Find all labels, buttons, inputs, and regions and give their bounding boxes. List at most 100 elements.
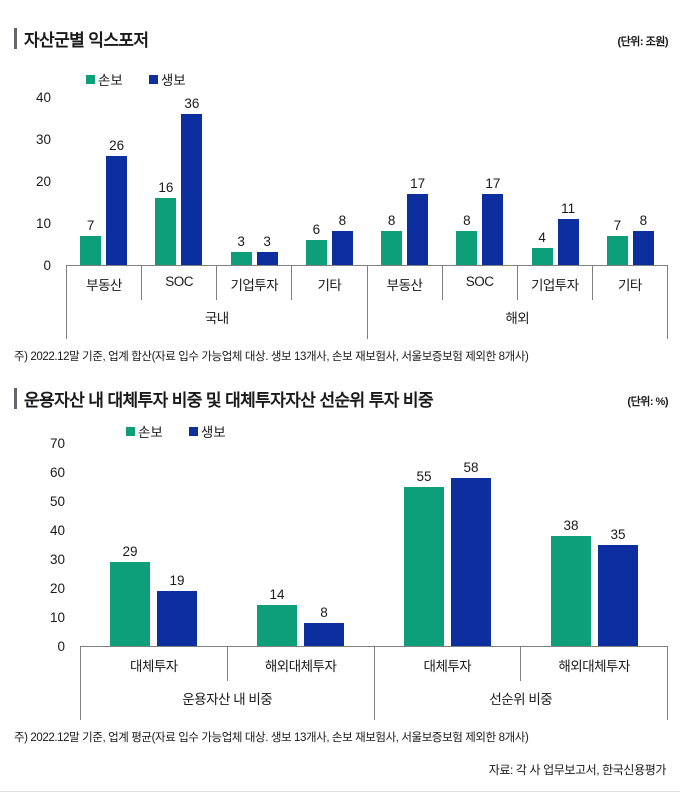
bar-value-label: 11 bbox=[561, 200, 576, 216]
bar-wrap: 19 bbox=[157, 573, 197, 646]
category-label: 해외대체투자 bbox=[520, 647, 667, 681]
legend-item-saengbo: 생보 bbox=[148, 69, 186, 89]
bar-value-label: 8 bbox=[338, 213, 347, 229]
bar-wrap: 4 bbox=[531, 230, 553, 265]
category-row: 부동산 SOC 기업투자 기타 bbox=[368, 266, 668, 300]
bar-value-label: 6 bbox=[312, 221, 321, 237]
bar-wrap: 26 bbox=[106, 137, 128, 265]
title-marker-bar bbox=[14, 388, 17, 409]
category-label: 기업투자 bbox=[216, 266, 291, 300]
legend-label-sonbo: 손보 bbox=[98, 73, 123, 88]
legend-label-saengbo: 생보 bbox=[200, 425, 226, 440]
category-label: 대체투자 bbox=[423, 659, 472, 674]
bar-생보 bbox=[331, 231, 353, 265]
title-marker-bar bbox=[14, 28, 17, 49]
y-tick-label: 20 bbox=[49, 581, 65, 596]
bar-value-label: 26 bbox=[109, 137, 125, 153]
axis-group: 부동산 SOC 기업투자 기타 국내 bbox=[66, 266, 367, 339]
plot-row: 0 10 20 30 40 50 60 70 29 19 14 8 55 58 38 35 bbox=[14, 436, 668, 654]
chart-note: 주) 2022.12말 기준, 업계 평균(자료 입수 가능업체 대상. 생보 … bbox=[14, 732, 529, 744]
bar-wrap: 8 bbox=[304, 605, 344, 646]
bar-손보 bbox=[305, 239, 327, 265]
category-row: 부동산 SOC 기업투자 기타 bbox=[67, 266, 367, 300]
bar-wrap: 58 bbox=[451, 460, 491, 646]
bar-생보 bbox=[106, 155, 128, 265]
bar-손보 bbox=[551, 535, 591, 646]
y-tick-label: 50 bbox=[49, 494, 65, 509]
bar-pair: 4 11 bbox=[518, 201, 593, 265]
category-label: SOC bbox=[141, 266, 216, 300]
bar-생보 bbox=[157, 590, 197, 646]
bar-wrap: 38 bbox=[551, 518, 591, 646]
y-tick-label: 60 bbox=[49, 465, 65, 480]
bar-생보 bbox=[407, 193, 429, 265]
unit-label: (단위: %) bbox=[627, 396, 668, 408]
bar-pair: 55 58 bbox=[374, 460, 521, 646]
legend-item-saengbo: 생보 bbox=[188, 421, 226, 441]
bar-wrap: 7 bbox=[606, 217, 628, 265]
bar-pair: 8 17 bbox=[442, 176, 517, 265]
bar-손보 bbox=[230, 252, 252, 265]
grouped-bar-chart-seniority: 0 10 20 30 40 50 60 70 29 19 14 8 55 58 38 35 대체투자 해외대체투자… bbox=[14, 436, 668, 720]
category-row: 대체투자 해외대체투자 bbox=[375, 647, 668, 681]
bar-pair: 7 26 bbox=[66, 138, 141, 265]
category-label: 부동산 bbox=[86, 278, 122, 293]
category-label: SOC bbox=[441, 266, 517, 300]
y-tick-label: 10 bbox=[35, 216, 51, 231]
y-tick-label: 40 bbox=[35, 90, 51, 105]
bar-생보 bbox=[451, 477, 491, 646]
y-tick-label: 30 bbox=[35, 132, 51, 147]
bar-생보 bbox=[256, 252, 278, 265]
category-row: 대체투자 해외대체투자 bbox=[81, 647, 374, 681]
group-label: 운용자산 내 비중 bbox=[182, 692, 273, 707]
bar-손보 bbox=[381, 231, 403, 265]
bar-wrap: 7 bbox=[80, 218, 102, 265]
bar-pair: 38 35 bbox=[521, 518, 668, 646]
bar-value-label: 58 bbox=[463, 459, 479, 475]
bar-wrap: 8 bbox=[456, 213, 478, 265]
bar-wrap: 35 bbox=[598, 527, 638, 646]
category-label: 해외대체투자 bbox=[226, 647, 374, 681]
bar-wrap: 3 bbox=[256, 234, 278, 265]
category-label: 대체투자 bbox=[130, 659, 178, 674]
bar-wrap: 17 bbox=[407, 175, 429, 265]
legend: 손보 생보 bbox=[14, 421, 668, 441]
bar-value-label: 14 bbox=[269, 587, 285, 603]
bar-value-label: 36 bbox=[184, 95, 200, 111]
bar-value-label: 3 bbox=[237, 234, 245, 250]
bar-손보 bbox=[404, 486, 444, 646]
y-tick-label: 20 bbox=[35, 174, 51, 189]
bar-wrap: 17 bbox=[482, 176, 504, 265]
saengbo-swatch-icon bbox=[148, 74, 158, 84]
legend-label-sonbo: 손보 bbox=[138, 425, 163, 440]
bar-손보 bbox=[110, 561, 150, 646]
bar-wrap: 36 bbox=[181, 95, 203, 265]
bar-손보 bbox=[456, 231, 478, 265]
bar-pair: 14 8 bbox=[227, 587, 374, 646]
title-wrap: 자산군별 익스포저 bbox=[14, 26, 149, 51]
asset-exposure-chart-section: 자산군별 익스포저 (단위: 조원) 손보 생보 0 10 20 30 40 7 26 16 3… bbox=[14, 26, 668, 364]
bar-wrap: 8 bbox=[381, 213, 403, 265]
bar-wrap: 11 bbox=[557, 200, 579, 265]
grouped-bar-chart-exposure: 0 10 20 30 40 7 26 16 36 3 3 6 8 8 17 8 17 4 11 7 8 부동산 SOC 기업투… bbox=[14, 90, 668, 339]
bar-value-label: 55 bbox=[416, 468, 432, 484]
bar-value-label: 17 bbox=[410, 175, 426, 191]
bar-value-label: 8 bbox=[463, 213, 471, 229]
axis-group: 부동산 SOC 기업투자 기타 해외 bbox=[366, 266, 668, 339]
category-label: 기업투자 bbox=[516, 266, 592, 300]
bar-wrap: 16 bbox=[155, 180, 177, 265]
y-tick-label: 0 bbox=[57, 639, 65, 654]
plot-row: 0 10 20 30 40 7 26 16 36 3 3 6 8 8 17 8 17 4 11 7 8 bbox=[14, 90, 668, 273]
category-label: 기타 bbox=[291, 266, 366, 300]
bar-손보 bbox=[155, 197, 177, 265]
legend-item-sonbo: 손보 bbox=[126, 421, 163, 441]
group-label: 선순위 비중 bbox=[489, 692, 553, 707]
bar-value-label: 7 bbox=[613, 217, 622, 233]
bar-손보 bbox=[257, 605, 297, 646]
bar-value-label: 38 bbox=[563, 517, 579, 533]
